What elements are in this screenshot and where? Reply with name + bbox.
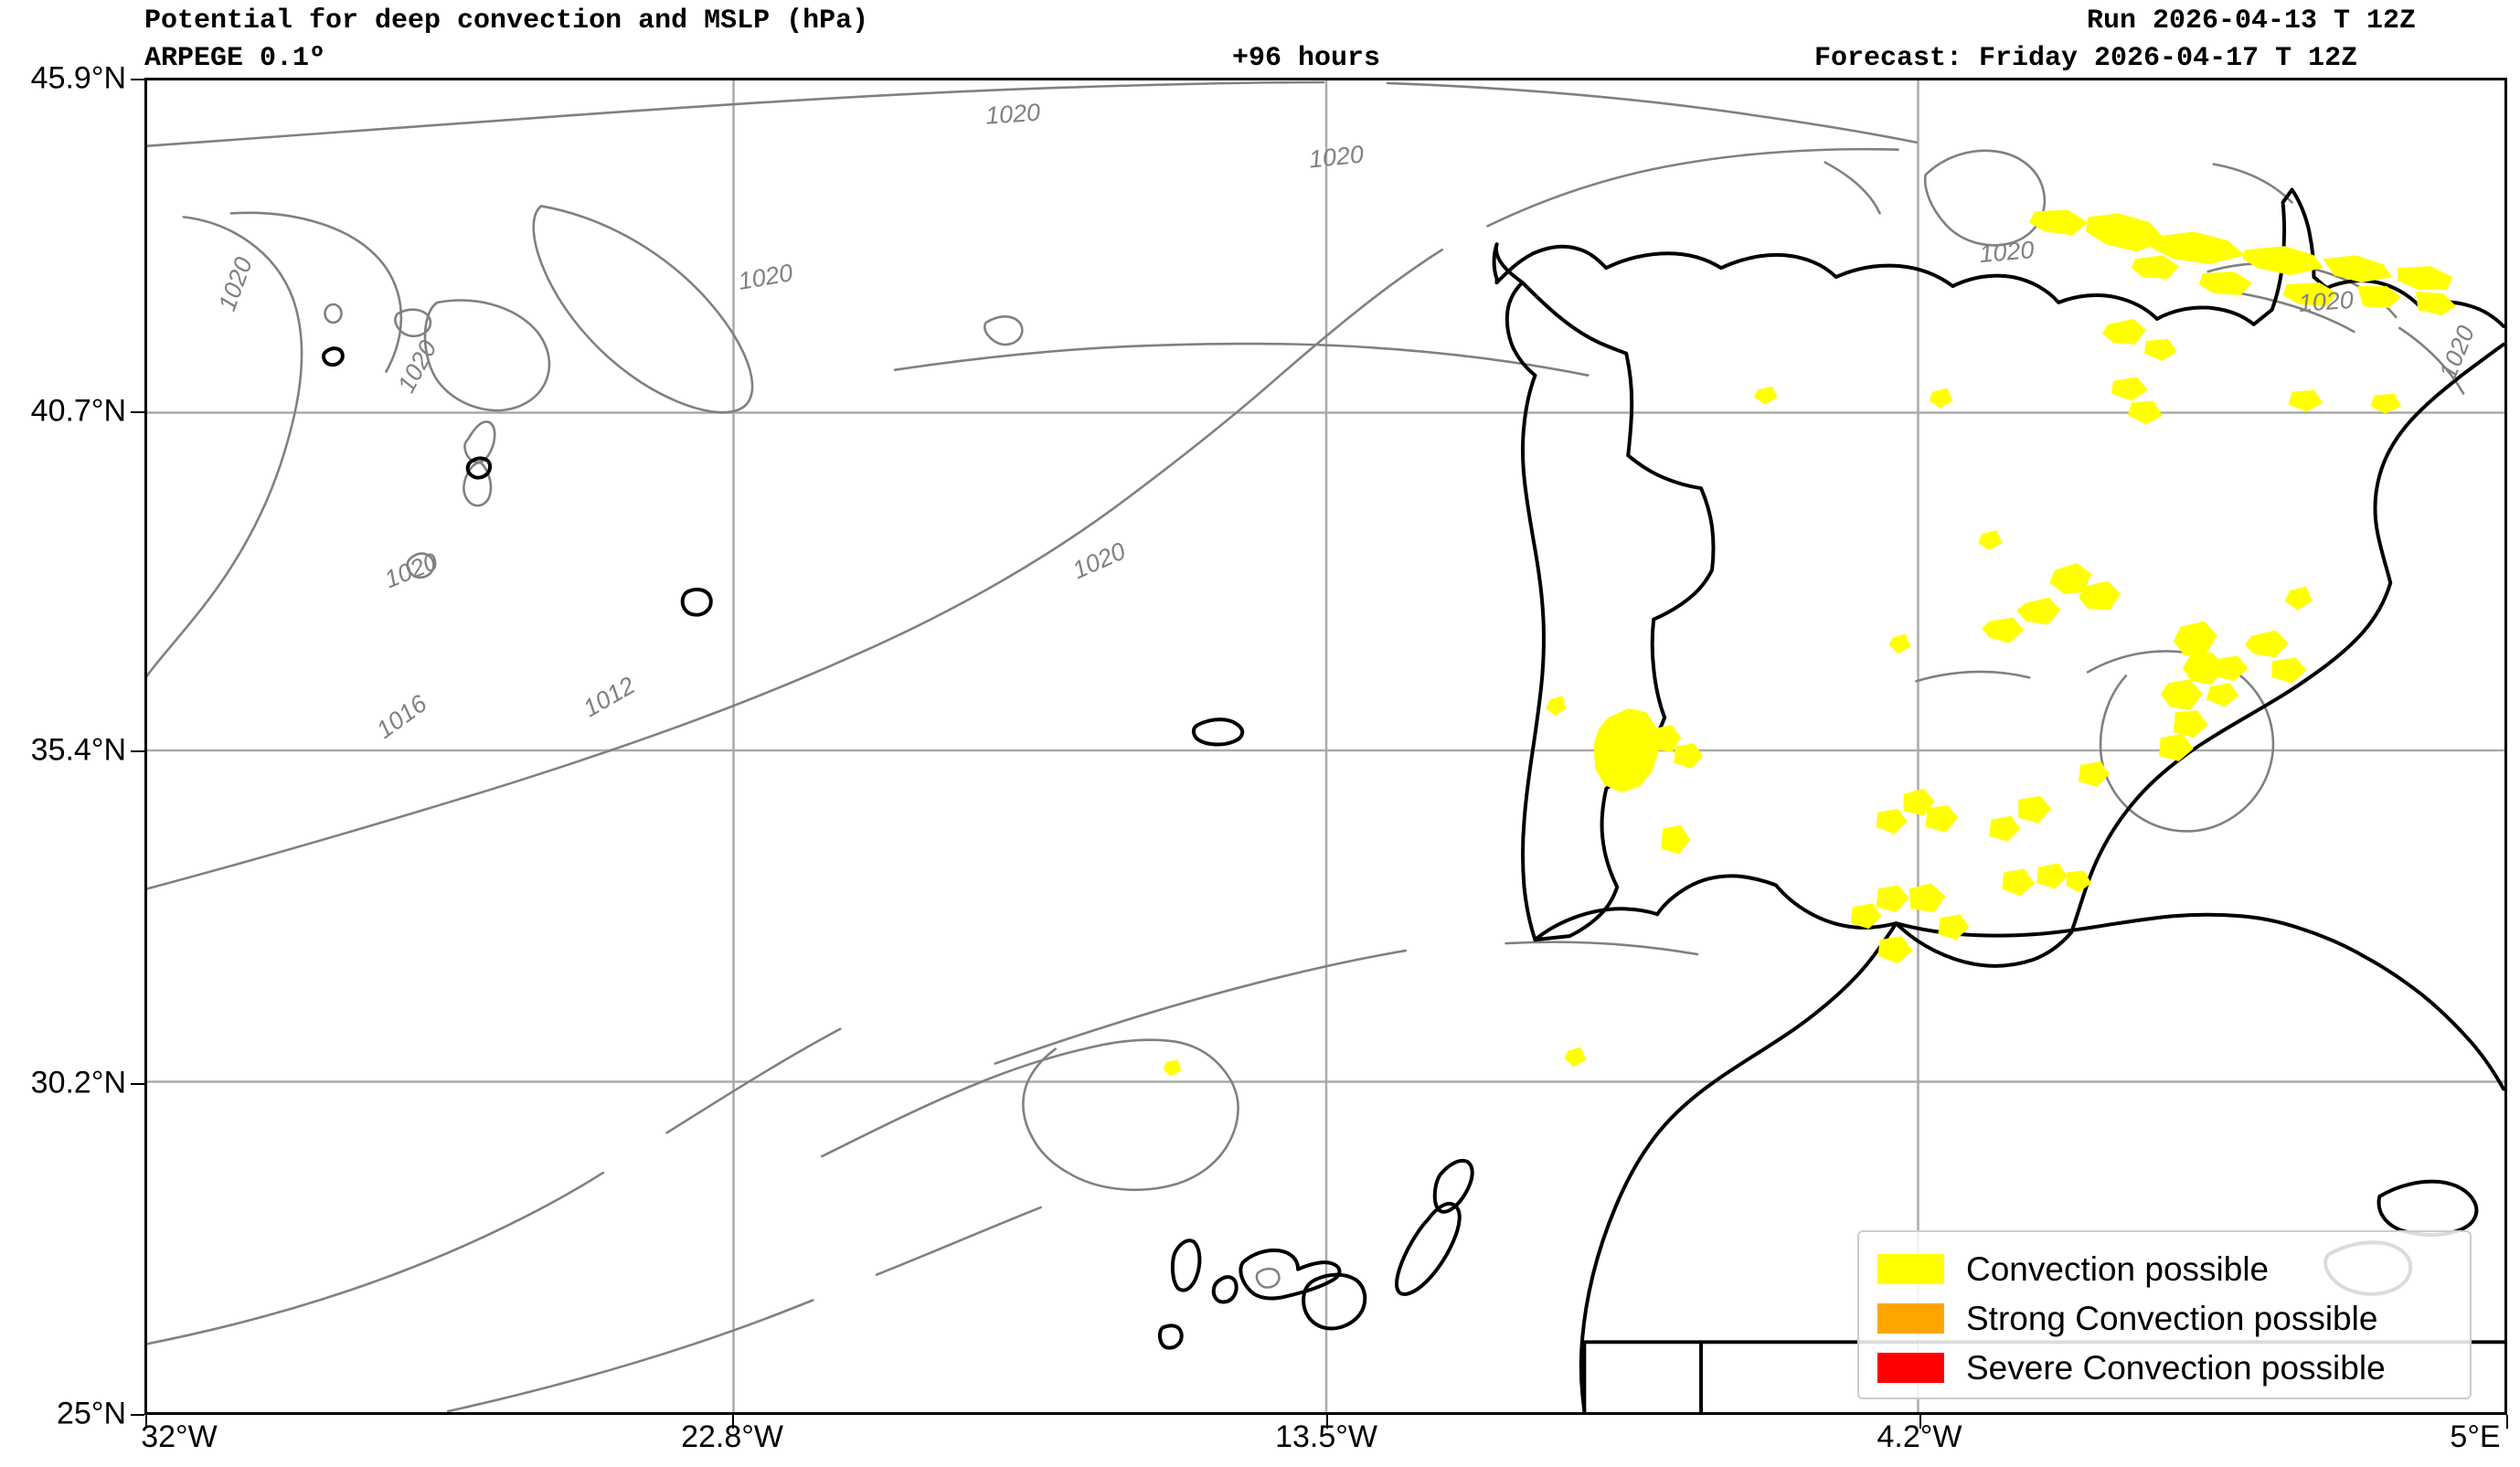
isobar-label: 1020 xyxy=(1978,236,2035,268)
x-axis-label: 32°W xyxy=(141,1419,218,1454)
y-axis-label: 35.4°N xyxy=(30,732,126,768)
model-label: ARPEGE 0.1º xyxy=(144,43,326,74)
y-axis-label: 25°N xyxy=(57,1396,126,1431)
y-axis-label: 30.2°N xyxy=(30,1065,126,1100)
x-tick-mark xyxy=(1326,1415,1328,1429)
lead-time-label: +96 hours xyxy=(1232,43,1381,74)
legend-swatch-severe-convection xyxy=(1877,1352,1944,1383)
y-tick-mark xyxy=(131,1414,144,1416)
isobar-label: 1020 xyxy=(2298,286,2355,317)
legend: Convection possible Strong Convection po… xyxy=(1857,1230,2472,1399)
isobar-label: 1020 xyxy=(984,99,1041,130)
y-tick-mark xyxy=(131,79,144,80)
legend-label-severe-convection: Severe Convection possible xyxy=(1966,1348,2386,1387)
x-axis-label: 5°E xyxy=(2450,1419,2501,1454)
x-tick-mark xyxy=(1919,1415,1921,1429)
coastlines xyxy=(322,187,2504,1412)
x-tick-mark xyxy=(145,1415,147,1429)
y-tick-mark xyxy=(131,1083,144,1085)
y-tick-mark xyxy=(131,411,144,413)
map-plot-area: 1020 1020 1020 1020 1020 1020 1020 1020 … xyxy=(144,78,2507,1415)
x-tick-mark xyxy=(2506,1415,2508,1429)
x-axis-label: 22.8°W xyxy=(681,1419,783,1454)
page-title: Potential for deep convection and MSLP (… xyxy=(144,5,869,37)
legend-label-strong-convection: Strong Convection possible xyxy=(1966,1299,2378,1337)
legend-item: Convection possible xyxy=(1877,1244,2457,1293)
mslp-isobars xyxy=(147,80,2465,1412)
x-tick-mark xyxy=(732,1415,734,1429)
map-canvas: 1020 1020 1020 1020 1020 1020 1020 1020 … xyxy=(147,80,2504,1412)
legend-swatch-convection xyxy=(1877,1253,1944,1284)
legend-item: Strong Convection possible xyxy=(1877,1293,2457,1343)
isobar-label: 1020 xyxy=(380,547,441,593)
isobar-label: 1020 xyxy=(392,335,442,397)
y-axis-label: 40.7°N xyxy=(30,393,126,429)
isobar-label: 1020 xyxy=(213,254,258,314)
isobar-label: 1020 xyxy=(1069,537,1130,585)
isobar-label: 1020 xyxy=(1308,141,1366,174)
legend-swatch-strong-convection xyxy=(1877,1302,1944,1334)
run-timestamp: Run 2026-04-13 T 12Z xyxy=(2087,5,2417,37)
y-axis-label: 45.9°N xyxy=(30,60,126,96)
x-axis-label: 13.5°W xyxy=(1275,1419,1377,1454)
y-tick-mark xyxy=(131,750,144,752)
legend-label-convection: Convection possible xyxy=(1966,1249,2270,1288)
isobar-labels: 1020 1020 1020 1020 1020 1020 1020 1020 … xyxy=(213,99,2480,744)
isobar-label: 1020 xyxy=(2434,322,2480,383)
x-axis-label: 4.2°W xyxy=(1877,1419,1962,1454)
legend-item: Severe Convection possible xyxy=(1877,1343,2457,1392)
convection-possible-areas xyxy=(1163,209,2457,1077)
graticule xyxy=(147,80,2504,1412)
forecast-timestamp: Forecast: Friday 2026-04-17 T 12Z xyxy=(1814,43,2358,74)
isobar-label: 1016 xyxy=(371,689,431,743)
isobar-label: 1012 xyxy=(579,671,640,722)
isobar-label: 1020 xyxy=(736,259,794,295)
